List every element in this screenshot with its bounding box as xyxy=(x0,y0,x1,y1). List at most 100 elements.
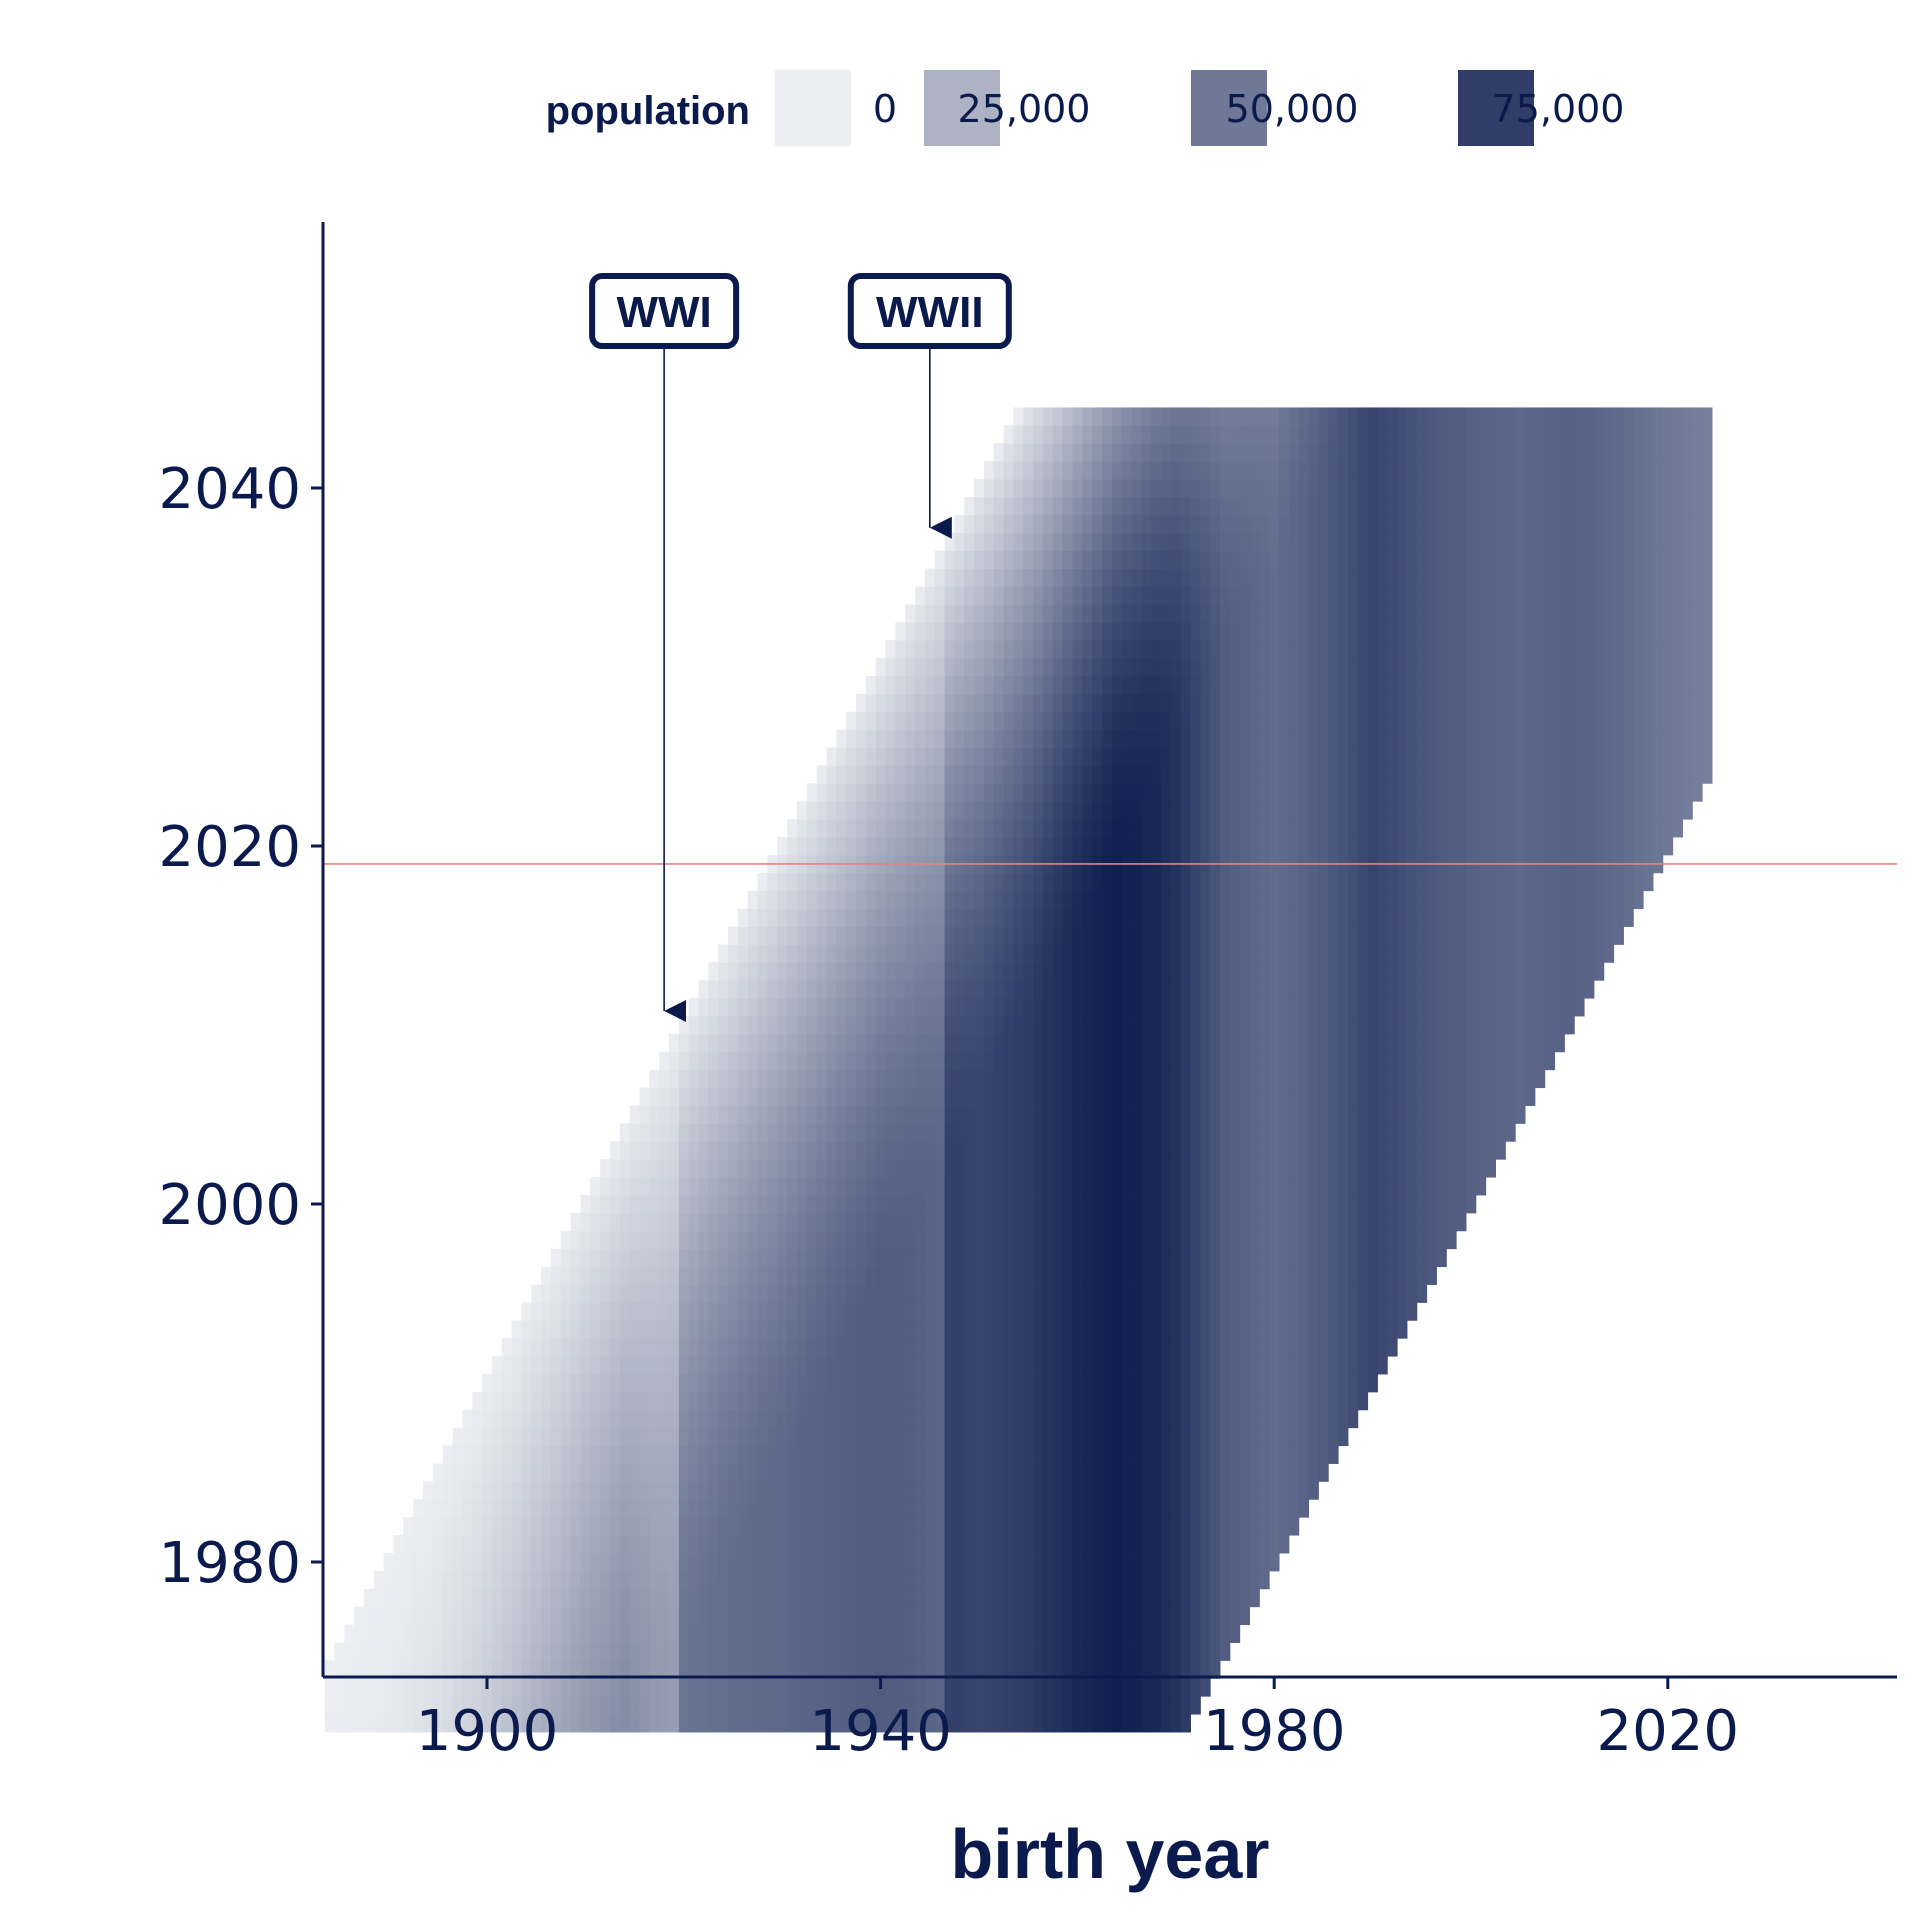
heatmap-cell xyxy=(669,1266,680,1285)
heatmap-cell xyxy=(1259,980,1270,999)
heatmap-cell xyxy=(1072,1570,1083,1590)
heatmap-cell xyxy=(865,1660,877,1679)
heatmap-cell xyxy=(1023,962,1034,981)
heatmap-cell xyxy=(1338,765,1349,784)
heatmap-cell xyxy=(688,1517,699,1536)
heatmap-cell xyxy=(383,1606,394,1626)
heatmap-cell xyxy=(1397,1105,1408,1124)
heatmap-cell xyxy=(452,1624,463,1643)
heatmap-cell xyxy=(1377,1141,1388,1160)
heatmap-cell xyxy=(796,1284,808,1303)
heatmap-cell xyxy=(560,1714,572,1733)
heatmap-cell xyxy=(1082,1087,1093,1106)
heatmap-cell xyxy=(393,1588,404,1608)
heatmap-cell xyxy=(1121,1248,1132,1268)
heatmap-cell xyxy=(944,1033,955,1053)
heatmap-cell xyxy=(1102,819,1113,838)
heatmap-cell xyxy=(1200,1499,1211,1518)
heatmap-cell xyxy=(983,1266,995,1285)
heatmap-cell xyxy=(590,1678,601,1697)
heatmap-cell xyxy=(669,1123,680,1142)
heatmap-cell xyxy=(1082,783,1093,802)
heatmap-cell xyxy=(1653,819,1664,838)
heatmap-cell xyxy=(728,1553,739,1572)
heatmap-cell xyxy=(541,1535,552,1554)
heatmap-cell xyxy=(1052,1320,1064,1339)
heatmap-cell xyxy=(974,1230,985,1250)
heatmap-cell xyxy=(728,1159,739,1178)
heatmap-cell xyxy=(905,962,916,981)
heatmap-cell xyxy=(1229,765,1241,784)
heatmap-cell xyxy=(688,1123,699,1142)
heatmap-cell xyxy=(728,1123,739,1142)
heatmap-cell xyxy=(1338,1427,1349,1447)
heatmap-cell xyxy=(993,1016,1004,1035)
heatmap-cell xyxy=(600,1463,611,1482)
heatmap-cell xyxy=(708,1660,719,1679)
heatmap-cell xyxy=(580,1391,591,1411)
heatmap-cell xyxy=(491,1409,503,1429)
heatmap-cell xyxy=(708,1391,719,1411)
heatmap-cell xyxy=(757,1678,768,1697)
heatmap-cell xyxy=(570,1374,581,1393)
heatmap-cell xyxy=(511,1517,522,1536)
heatmap-cell xyxy=(1279,1320,1290,1339)
heatmap-cell xyxy=(1151,1517,1162,1536)
heatmap-cell xyxy=(1377,1356,1388,1375)
heatmap-cell xyxy=(1121,908,1132,927)
heatmap-cell xyxy=(639,1606,650,1626)
heatmap-cell xyxy=(767,1624,778,1643)
heatmap-cell xyxy=(403,1642,414,1661)
heatmap-cell xyxy=(796,1642,808,1661)
heatmap-cell xyxy=(1357,1230,1369,1250)
heatmap-cell xyxy=(1003,765,1014,784)
heatmap-cell xyxy=(452,1588,463,1608)
heatmap-cell xyxy=(659,1266,670,1285)
heatmap-cell xyxy=(905,1177,916,1196)
heatmap-cell xyxy=(550,1302,562,1321)
heatmap-cell xyxy=(1151,890,1162,910)
heatmap-cell xyxy=(767,1320,778,1339)
heatmap-cell xyxy=(856,1195,867,1214)
heatmap-cell xyxy=(816,1481,827,1500)
heatmap-cell xyxy=(885,1087,896,1106)
heatmap-cell xyxy=(669,1087,680,1106)
heatmap-cell xyxy=(1466,926,1477,945)
heatmap-cell xyxy=(619,1302,631,1321)
heatmap-cell xyxy=(777,1051,788,1071)
heatmap-cell xyxy=(1180,1248,1191,1268)
heatmap-cell xyxy=(1210,1266,1221,1285)
heatmap-cell xyxy=(1170,1481,1182,1500)
heatmap-cell xyxy=(1062,837,1073,856)
heatmap-cell xyxy=(1170,926,1182,945)
heatmap-cell xyxy=(1574,908,1585,927)
heatmap-cell xyxy=(796,837,808,856)
heatmap-cell xyxy=(787,1427,798,1447)
heatmap-cell xyxy=(737,1606,749,1626)
heatmap-cell xyxy=(1023,1606,1034,1626)
heatmap-cell xyxy=(728,1463,739,1482)
heatmap-cell xyxy=(993,1374,1004,1393)
heatmap-cell xyxy=(1131,1141,1142,1160)
heatmap-cell xyxy=(1180,1141,1191,1160)
heatmap-cell xyxy=(895,765,906,784)
heatmap-cell xyxy=(708,1248,719,1268)
heatmap-cell xyxy=(590,1391,601,1411)
heatmap-cell xyxy=(1082,1195,1093,1214)
heatmap-cell xyxy=(924,1230,936,1250)
heatmap-cell xyxy=(1121,1141,1132,1160)
heatmap-cell xyxy=(806,1177,818,1196)
heatmap-cell xyxy=(600,1195,611,1214)
heatmap-cell xyxy=(1229,1284,1241,1303)
heatmap-cell xyxy=(1456,926,1467,945)
heatmap-cell xyxy=(983,1212,995,1232)
heatmap-cell xyxy=(1328,1087,1339,1106)
heatmap-cell xyxy=(511,1481,522,1500)
heatmap-cell xyxy=(1141,747,1152,766)
heatmap-cell xyxy=(816,1588,827,1608)
heatmap-cell xyxy=(905,1391,916,1411)
heatmap-cell xyxy=(1348,908,1359,927)
heatmap-cell xyxy=(895,998,906,1017)
heatmap-cell xyxy=(1121,1266,1132,1285)
heatmap-cell xyxy=(954,1356,965,1375)
